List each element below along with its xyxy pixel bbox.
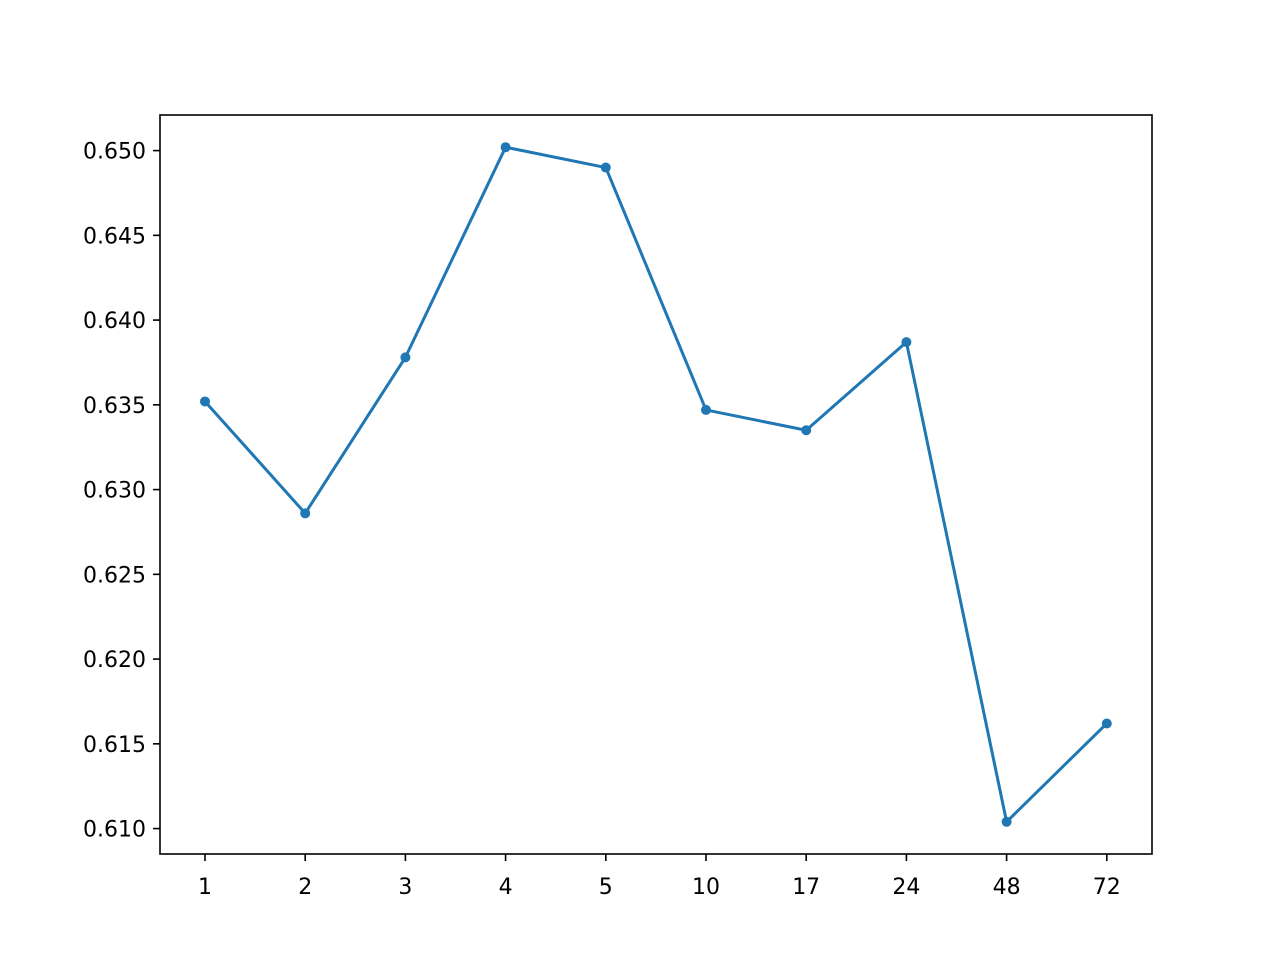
data-point xyxy=(400,352,411,363)
y-tick-label: 0.635 xyxy=(83,394,146,419)
data-point xyxy=(200,396,210,407)
data-point xyxy=(1101,718,1112,729)
x-tick-label: 10 xyxy=(692,875,720,900)
x-tick-label: 72 xyxy=(1093,875,1121,900)
plot-area-frame xyxy=(159,114,1153,855)
x-tick-label: 17 xyxy=(792,875,820,900)
x-tick-label: 48 xyxy=(993,875,1021,900)
data-point xyxy=(801,425,812,436)
data-point xyxy=(1001,816,1012,827)
series-layer xyxy=(200,142,1112,827)
x-tick-label: 1 xyxy=(198,875,212,900)
y-axis: 0.610 0.615 0.620 0.625 0.630 0.635 0.640 0.645… xyxy=(83,140,160,843)
data-point xyxy=(901,337,912,348)
x-tick-label: 24 xyxy=(892,875,920,900)
x-axis: 1 2 3 4 5 10 17 24 48 72 xyxy=(198,854,1121,900)
data-point xyxy=(300,508,311,519)
series-line xyxy=(203,145,1108,824)
data-point xyxy=(500,142,511,153)
y-tick-label: 0.610 xyxy=(83,818,146,843)
data-point xyxy=(701,404,711,415)
y-tick-label: 0.650 xyxy=(83,140,146,165)
y-tick-label: 0.645 xyxy=(83,224,146,249)
y-tick-label: 0.625 xyxy=(83,563,146,588)
x-tick-label: 5 xyxy=(599,875,613,900)
x-tick-label: 2 xyxy=(298,875,312,900)
y-tick-label: 0.640 xyxy=(83,309,146,334)
y-tick-label: 0.630 xyxy=(83,479,146,504)
y-tick-label: 0.620 xyxy=(83,648,146,673)
x-tick-label: 3 xyxy=(398,875,412,900)
y-tick-label: 0.615 xyxy=(83,733,146,758)
data-point xyxy=(600,162,611,173)
x-tick-label: 4 xyxy=(499,875,513,900)
